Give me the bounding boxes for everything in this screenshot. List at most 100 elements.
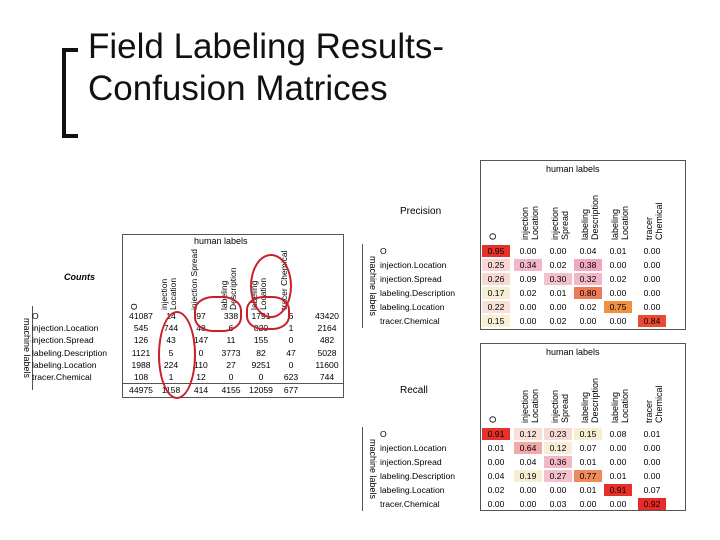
counts-total-cell: 12059 xyxy=(249,385,273,396)
counts-cell: 1 xyxy=(288,323,294,334)
matrix-row-label: O xyxy=(380,429,387,439)
matrix-cell: 0.00 xyxy=(549,246,567,256)
matrix-cell: 0.01 xyxy=(579,457,597,467)
counts-cell: 11 xyxy=(226,335,236,346)
highlight-circle-labeling-location-top xyxy=(250,254,292,318)
matrix-column-header: labeling Description xyxy=(580,377,600,423)
matrix-cell: 0.75 xyxy=(604,301,632,313)
matrix-cell: 0.19 xyxy=(514,470,542,482)
matrix-cell: 0.95 xyxy=(482,245,510,257)
matrix-machine-labels: machine labels xyxy=(362,427,378,511)
counts-cell: 41087 xyxy=(129,311,153,321)
matrix-cell: 0.04 xyxy=(579,246,597,256)
matrix-cell: 0.00 xyxy=(549,485,567,495)
counts-cell: 43420 xyxy=(315,311,339,321)
counts-cell: 110 xyxy=(194,359,208,370)
counts-total-cell: 414 xyxy=(193,385,209,396)
matrix-cell: 0.00 xyxy=(609,443,627,453)
counts-cell: 0 xyxy=(258,371,264,382)
matrix-column-header: labeling Description xyxy=(580,194,600,240)
matrix-cell: 0.02 xyxy=(579,302,597,312)
matrix-cell: 0.01 xyxy=(643,429,661,439)
counts-total-cell: 44975 xyxy=(129,385,153,396)
matrix-cell: 0.00 xyxy=(519,485,537,495)
matrix-cell: 0.00 xyxy=(609,260,627,270)
counts-row-label: injection.Location xyxy=(32,323,99,334)
matrix-cell: 0.22 xyxy=(482,301,510,313)
matrix-cell: 0.00 xyxy=(549,302,567,312)
matrix-row-label: injection.Location xyxy=(380,443,447,453)
matrix-cell: 0.01 xyxy=(487,443,505,453)
counts-cell: 5028 xyxy=(317,347,337,358)
matrix-cell: 0.17 xyxy=(482,287,510,299)
matrix-human-labels: human labels xyxy=(546,164,600,174)
counts-cell: 108 xyxy=(133,371,149,382)
counts-cell: 744 xyxy=(319,371,335,382)
counts-machine-labels: machine labels xyxy=(18,306,33,390)
matrix-cell: 0.00 xyxy=(487,457,505,467)
matrix-cell: 0.34 xyxy=(514,259,542,271)
matrix-cell: 0.12 xyxy=(544,442,572,454)
highlight-circle-injection-location xyxy=(158,311,196,399)
matrix-row-label: tracer.Chemical xyxy=(380,316,440,326)
matrix-cell: 0.00 xyxy=(579,316,597,326)
matrix-cell: 0.08 xyxy=(609,429,627,439)
matrix-column-header: tracer Chemical xyxy=(644,385,664,423)
counts-cell: 82 xyxy=(256,347,266,358)
title-bracket xyxy=(62,48,78,138)
matrix-cell: 0.80 xyxy=(574,287,602,299)
counts-cell: 2164 xyxy=(317,323,337,334)
matrix-row-label: labeling.Description xyxy=(380,471,455,481)
matrix-cell: 0.00 xyxy=(643,443,661,453)
counts-row-label: labeling.Location xyxy=(32,359,97,370)
matrix-cell: 0.00 xyxy=(643,246,661,256)
matrix-row-label: injection.Spread xyxy=(380,457,442,467)
matrix-row-label: tracer.Chemical xyxy=(380,499,440,509)
matrix-cell: 0.77 xyxy=(574,470,602,482)
matrix-cell: 0.00 xyxy=(643,471,661,481)
matrix-cell: 0.01 xyxy=(609,246,627,256)
counts-row-label: labeling.Description xyxy=(32,347,107,358)
matrix-column-header: injection Location xyxy=(520,205,540,240)
counts-column-header: O xyxy=(129,303,139,310)
counts-total-cell: 4155 xyxy=(221,385,241,396)
title-line-2: Confusion Matrices xyxy=(88,69,388,108)
counts-row-label: injection.Spread xyxy=(32,335,94,346)
counts-cell: 9251 xyxy=(251,359,271,370)
matrix-cell: 0.01 xyxy=(609,471,627,481)
matrix-cell: 0.00 xyxy=(519,316,537,326)
counts-cell: 482 xyxy=(319,335,335,346)
counts-column-header: injection Location xyxy=(159,277,178,310)
matrix-cell: 0.12 xyxy=(514,428,542,440)
counts-cell: 3773 xyxy=(221,347,241,358)
matrix-row-label: injection.Spread xyxy=(380,274,442,284)
counts-cell: 545 xyxy=(133,323,149,334)
table-row: 1121 5 0 3773 82 47 5028 xyxy=(122,347,344,359)
matrix-cell: 0.91 xyxy=(482,428,510,440)
matrix-cell: 0.00 xyxy=(609,499,627,509)
counts-human-labels: human labels xyxy=(194,236,248,246)
slide-title: Field Labeling Results- Confusion Matric… xyxy=(88,26,444,110)
matrix-cell: 0.27 xyxy=(544,470,572,482)
title-line-1: Field Labeling Results- xyxy=(88,27,445,66)
matrix-cell: 0.00 xyxy=(643,302,661,312)
counts-label: Counts xyxy=(64,272,95,282)
matrix-cell: 0.15 xyxy=(574,428,602,440)
matrix-cell: 0.92 xyxy=(638,498,666,510)
counts-cell: 1121 xyxy=(131,347,151,358)
matrix-cell: 0.04 xyxy=(487,471,505,481)
matrix-row-label: labeling.Description xyxy=(380,288,455,298)
matrix-cell: 0.01 xyxy=(549,288,567,298)
matrix-cell: 0.64 xyxy=(514,442,542,454)
matrix-cell: 0.00 xyxy=(643,288,661,298)
matrix-row-label: injection.Location xyxy=(380,260,447,270)
highlight-circle-injection-spread xyxy=(194,296,242,332)
matrix-cell: 0.32 xyxy=(574,273,602,285)
matrix-cell: 0.00 xyxy=(519,302,537,312)
matrix-cell: 0.00 xyxy=(643,260,661,270)
counts-cell: 1988 xyxy=(131,359,151,370)
